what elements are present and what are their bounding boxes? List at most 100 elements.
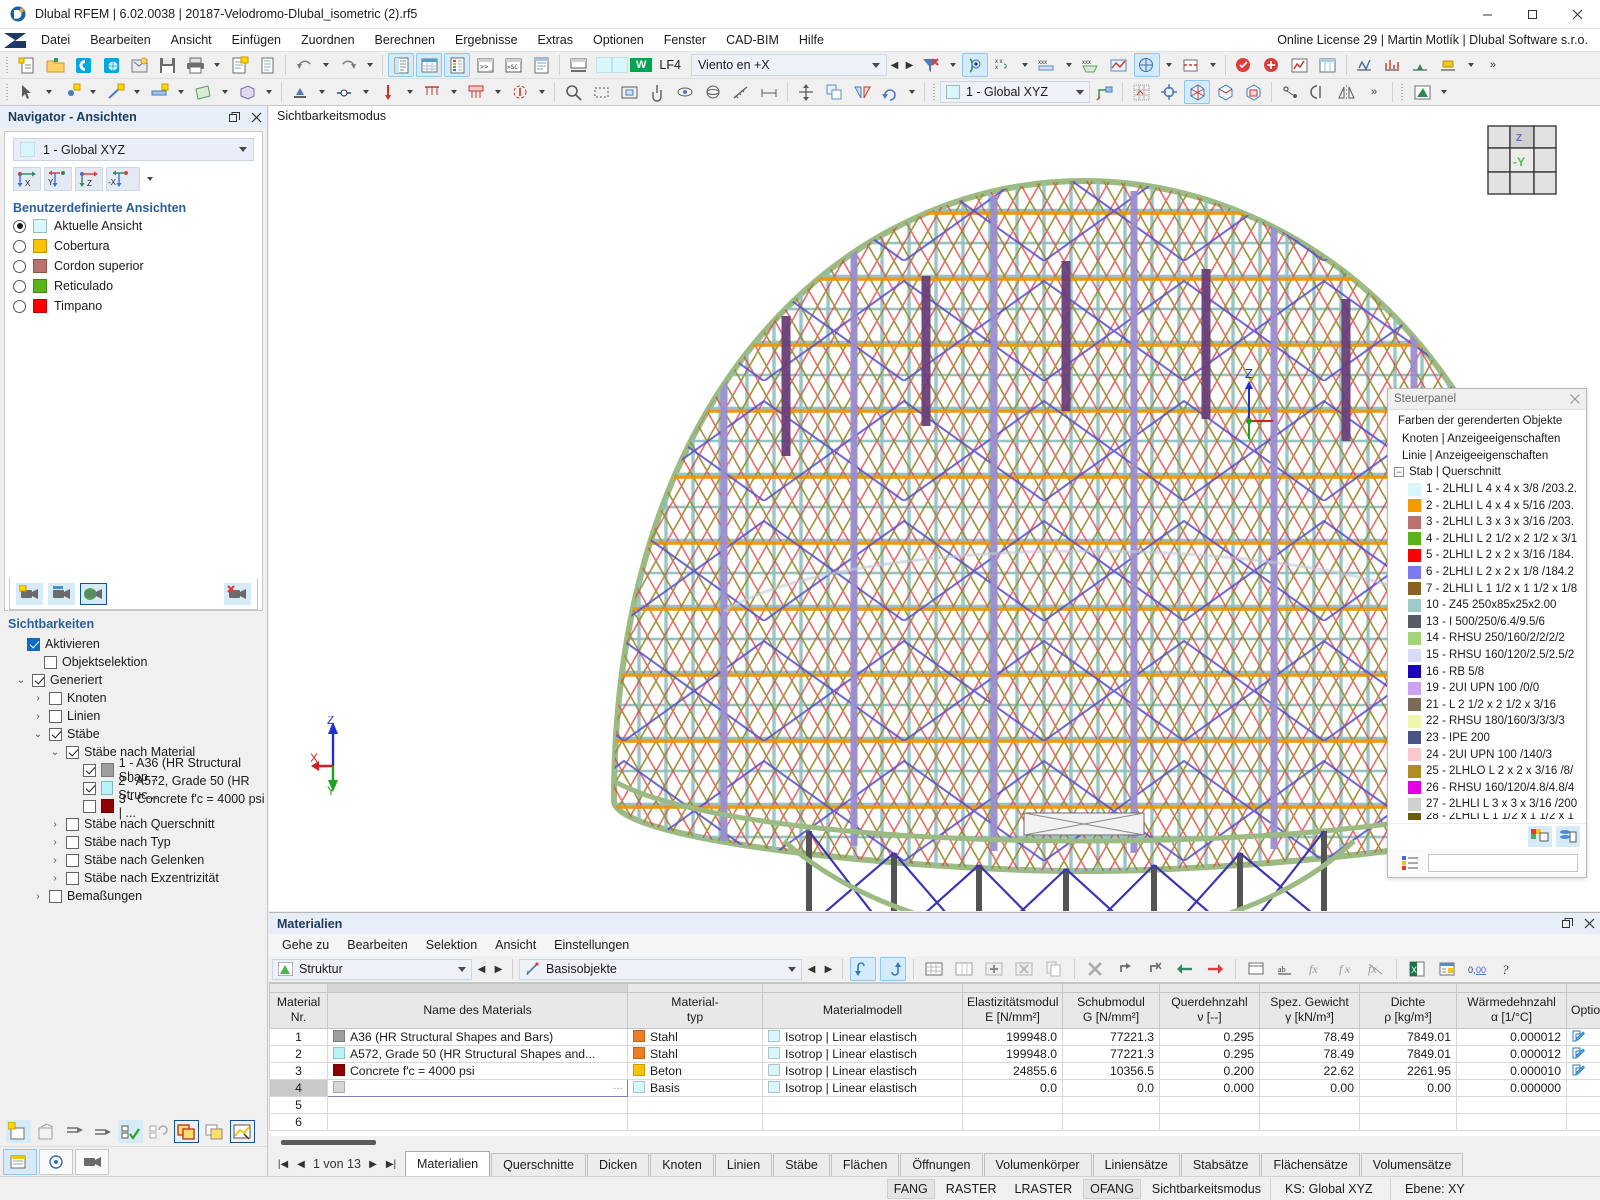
column-header-material-model[interactable]: Materialmodell	[762, 992, 963, 1029]
navigator-display-mode-icon[interactable]	[39, 1148, 73, 1175]
cell-shear-modulus[interactable]: 77221.3	[1062, 1044, 1160, 1063]
nodal-load-dropdown-icon[interactable]	[403, 80, 417, 104]
axis-button-negative-x[interactable]: -X	[106, 167, 140, 191]
tree-row-generiert[interactable]: ⌄ Generiert	[10, 671, 267, 689]
undo-dropdown-icon[interactable]	[319, 53, 333, 77]
cell-material-type[interactable]	[627, 1095, 763, 1114]
checkbox-material-1[interactable]	[83, 763, 96, 777]
tree-expander-closed-icon[interactable]: ›	[53, 818, 57, 830]
cell-specific-weight[interactable]: 78.49	[1259, 1027, 1360, 1046]
cell-option[interactable]	[1566, 1112, 1600, 1131]
member-numbers-icon[interactable]: xxx	[1034, 53, 1060, 77]
tab-staebe[interactable]: Stäbe	[773, 1153, 830, 1176]
cell-poisson-ratio[interactable]	[1159, 1112, 1260, 1131]
pan-icon[interactable]	[644, 80, 670, 104]
table-menu-bearbeiten[interactable]: Bearbeiten	[347, 938, 408, 952]
column-header-poisson-ratio[interactable]: Querdehnzahl ν [--]	[1159, 992, 1260, 1029]
checkbox-material-3[interactable]	[83, 799, 96, 813]
optimize-icon[interactable]	[1287, 53, 1313, 77]
free-load-dropdown-icon[interactable]	[535, 80, 549, 104]
status-fang[interactable]: FANG	[886, 1178, 935, 1199]
table-menu-ansicht[interactable]: Ansicht	[495, 938, 537, 952]
collapse-icon[interactable]: −	[1394, 467, 1404, 478]
legend-stack-settings-icon[interactable]	[1556, 826, 1580, 847]
redo-table-icon[interactable]	[1142, 957, 1168, 981]
cloud-project-icon[interactable]	[98, 53, 124, 77]
tree-row-staebe[interactable]: ⌄ Stäbe	[10, 725, 267, 743]
legend-group-knoten[interactable]: Knoten | Anzeigeeigenschaften	[1394, 431, 1586, 448]
cell-material-name[interactable]: A572, Grade 50 (HR Structural Shapes and…	[327, 1044, 628, 1063]
solid-insert-icon[interactable]	[234, 80, 260, 104]
view-item-aktuelle-ansicht[interactable]: Aktuelle Ansicht	[13, 217, 254, 235]
cell-elastic-modulus[interactable]: 24855.6	[962, 1061, 1063, 1080]
cell-density[interactable]	[1359, 1112, 1457, 1131]
surface-insert-icon[interactable]	[190, 80, 216, 104]
hinge-icon[interactable]	[331, 80, 357, 104]
help-table-icon[interactable]: ?	[1494, 957, 1520, 981]
menu-item-cad-bim[interactable]: CAD-BIM	[726, 32, 779, 47]
node-numbers-dropdown-icon[interactable]	[1018, 53, 1032, 77]
cell-material-type[interactable]: Stahl	[627, 1027, 763, 1046]
table-row[interactable]: 4 … Basis Isotrop | Linear elastisch 0.0…	[269, 1078, 1600, 1097]
duplicate-row-icon[interactable]	[1041, 957, 1067, 981]
select-arrow-icon[interactable]	[14, 80, 40, 104]
table-panel-undock-icon[interactable]	[1556, 914, 1578, 934]
control-panel-close-icon[interactable]	[1570, 394, 1580, 404]
table-objects-combo[interactable]: I Basisobjekte	[519, 958, 802, 980]
legend-item[interactable]: 2 - 2LHLI L 4 x 4 x 5/16 /203.	[1394, 497, 1586, 514]
legend-item[interactable]: 1 - 2LHLI L 4 x 4 x 3/8 /203.2.	[1394, 481, 1586, 498]
tree-row-staebe-nach-typ[interactable]: › Stäbe nach Typ	[10, 833, 267, 851]
view-list-camera-icon[interactable]	[48, 582, 75, 605]
navigator-views-mode-icon[interactable]	[75, 1148, 109, 1175]
column-header-density[interactable]: Dichte ρ [kg/m³]	[1359, 992, 1457, 1029]
calculate-all-icon[interactable]	[1259, 53, 1285, 77]
open-file-icon[interactable]	[42, 53, 68, 77]
cell-material-name[interactable]	[327, 1095, 628, 1114]
internal-forces-icon[interactable]	[1380, 53, 1406, 77]
cell-material-model[interactable]: Isotrop | Linear elastisch	[762, 1027, 963, 1046]
model-info-icon[interactable]	[126, 53, 152, 77]
table-view-icon[interactable]	[416, 53, 442, 77]
column-header-option[interactable]: Option	[1566, 992, 1600, 1029]
node-insert-icon[interactable]	[58, 80, 84, 104]
menu-item-hilfe[interactable]: Hilfe	[798, 32, 824, 47]
delete-view-camera-icon[interactable]	[224, 582, 251, 605]
tree-row-bemassungen[interactable]: › Bemaßungen	[10, 887, 267, 905]
cell-thermal-expansion[interactable]	[1456, 1095, 1567, 1114]
table-columns-icon[interactable]	[951, 957, 977, 981]
column-header-name[interactable]: Name des Materials	[327, 992, 628, 1029]
axis-button-z[interactable]: Z	[75, 167, 103, 191]
tree-expander-closed-icon[interactable]: ›	[53, 836, 57, 848]
combine-visibility-icon[interactable]	[174, 1119, 199, 1143]
mirror-icon[interactable]	[849, 80, 875, 104]
checkbox-staebe[interactable]	[49, 727, 62, 741]
deselect-visibility-icon[interactable]	[146, 1120, 171, 1143]
tree-expander-closed-icon[interactable]: ›	[36, 692, 40, 704]
excel-dropdown-icon[interactable]	[1437, 80, 1451, 104]
tab-flaechensaetze[interactable]: Flächensätze	[1261, 1153, 1360, 1176]
cell-elastic-modulus[interactable]	[962, 1095, 1063, 1114]
cell-elastic-modulus[interactable]	[962, 1112, 1063, 1131]
legend-list-icon[interactable]	[1402, 855, 1422, 871]
toolbar-grip[interactable]	[4, 55, 11, 75]
stresses-icon[interactable]	[1436, 53, 1462, 77]
checkbox-linien[interactable]	[49, 709, 62, 723]
save-icon[interactable]	[154, 53, 180, 77]
tree-row-staebe-nach-exzentrizitaet[interactable]: › Stäbe nach Exzentrizität	[10, 869, 267, 887]
cell-specific-weight[interactable]: 78.49	[1259, 1044, 1360, 1063]
table-settings-icon[interactable]	[1434, 957, 1460, 981]
radio-icon[interactable]	[13, 299, 26, 313]
cell-elastic-modulus[interactable]: 0.0	[962, 1078, 1063, 1097]
new-view-camera-icon[interactable]	[16, 582, 43, 605]
tree-row-knoten[interactable]: › Knoten	[10, 689, 267, 707]
column-header-thermal-expansion[interactable]: Wärmedehnzahl α [1/°C]	[1456, 992, 1567, 1029]
tree-expander-open-icon[interactable]: ⌄	[50, 746, 60, 758]
undo-table-icon[interactable]	[1112, 957, 1138, 981]
tree-expander-open-icon[interactable]: ⌄	[16, 674, 26, 686]
tree-row-linien[interactable]: › Linien	[10, 707, 267, 725]
solid-dropdown-icon[interactable]	[262, 80, 276, 104]
legend-item[interactable]: 13 - I 500/250/6.4/9.5/6	[1394, 614, 1586, 631]
legend-color-settings-icon[interactable]	[1528, 826, 1552, 847]
legend-item[interactable]: 26 - RHSU 160/120/4.8/4.8/4	[1394, 779, 1586, 796]
navigator-close-icon[interactable]	[245, 107, 267, 127]
